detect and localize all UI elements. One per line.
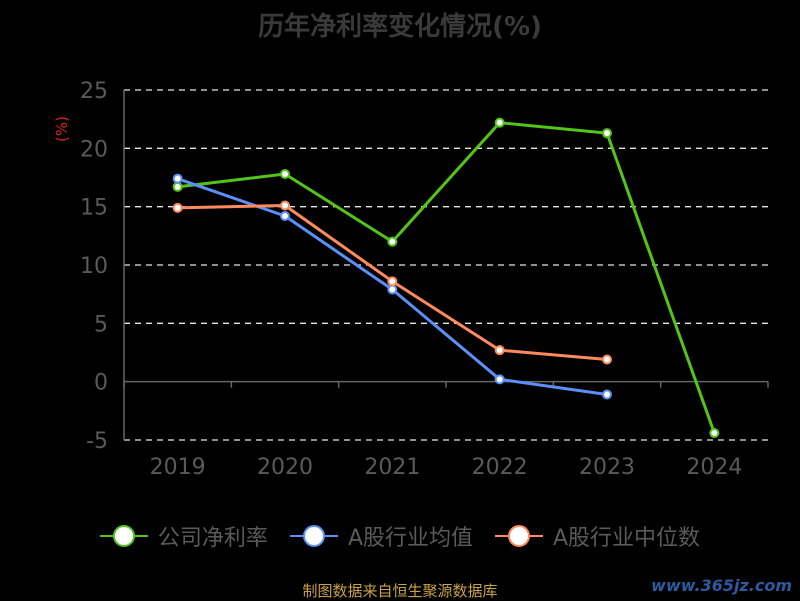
y-tick-label: -5 — [86, 429, 108, 454]
chart-title: 历年净利率变化情况(%) — [258, 12, 542, 42]
legend-label-industry-mean: A股行业均值 — [347, 526, 473, 551]
watermark: www.365jz.com — [651, 576, 792, 595]
data-source-note: 制图数据来自恒生聚源数据库 — [302, 582, 498, 600]
y-tick-label: 0 — [94, 371, 108, 396]
series-point-0 — [709, 428, 720, 438]
y-tick-label: 20 — [80, 137, 108, 162]
x-tick-label: 2021 — [364, 455, 420, 480]
y-tick-label: 5 — [94, 312, 108, 337]
series-point-2 — [172, 202, 183, 213]
series-point-1 — [602, 389, 612, 400]
x-tick-label: 2024 — [686, 455, 742, 480]
series-point-1 — [172, 173, 183, 184]
series-point-2 — [387, 276, 398, 287]
legend-swatch-industry-mean — [289, 524, 338, 548]
series-point-2 — [280, 200, 290, 211]
x-tick-label: 2023 — [579, 455, 635, 480]
series-point-0 — [280, 169, 290, 179]
series-point-1 — [387, 284, 398, 295]
series-point-2 — [494, 345, 505, 356]
legend: 公司净利率 A股行业均值 A股行业中位数 — [0, 520, 800, 552]
legend-label-industry-median: A股行业中位数 — [553, 526, 701, 551]
y-tick-label: 15 — [80, 196, 108, 221]
y-tick-label: 25 — [80, 79, 108, 104]
series-point-2 — [602, 354, 612, 365]
series-point-0 — [494, 117, 505, 128]
x-tick-label: 2020 — [257, 455, 313, 480]
legend-item-industry-median[interactable]: A股行业中位数 — [495, 520, 700, 552]
legend-swatch-company — [99, 524, 148, 548]
legend-item-industry-mean[interactable]: A股行业均值 — [289, 520, 473, 552]
series-point-1 — [280, 211, 290, 221]
x-tick-label: 2019 — [150, 455, 206, 480]
series-line-0 — [177, 121, 716, 434]
series-point-0 — [602, 128, 612, 139]
legend-swatch-industry-median — [495, 524, 543, 548]
series-point-0 — [172, 181, 183, 192]
series-point-0 — [387, 236, 398, 247]
y-tick-label: 10 — [80, 254, 108, 279]
series-point-1 — [494, 374, 505, 385]
legend-item-company[interactable]: 公司净利率 — [99, 520, 268, 552]
legend-label-company: 公司净利率 — [157, 526, 268, 551]
x-tick-label: 2022 — [472, 455, 528, 480]
